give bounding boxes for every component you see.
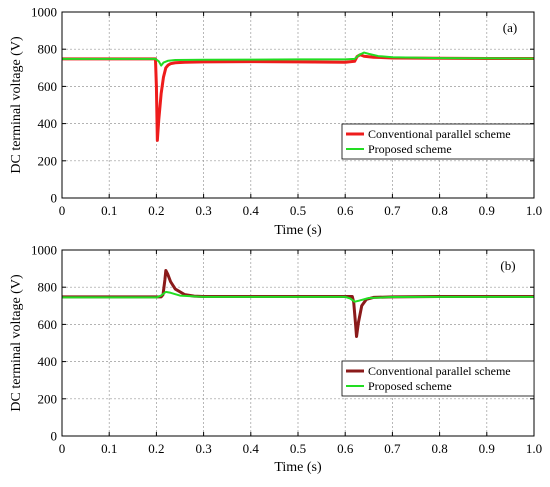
series-line-conventional	[62, 53, 534, 142]
x-tick-label: 0.7	[384, 203, 401, 218]
y-tick-label: 600	[38, 317, 58, 332]
x-tick-label: 0.1	[101, 441, 117, 456]
series-line-proposed	[62, 51, 535, 67]
legend-box	[341, 360, 535, 397]
series-line-proposed	[62, 290, 534, 303]
legend-label-proposed: Proposed scheme	[368, 142, 452, 156]
x-tick-label: 0.3	[195, 441, 211, 456]
x-tick-label: 0.2	[148, 441, 164, 456]
x-tick-label: 0.9	[479, 203, 495, 218]
x-axis-label: Time (s)	[274, 460, 322, 475]
y-tick-label: 800	[38, 280, 58, 295]
x-tick-label: 0.4	[243, 441, 260, 456]
legend-label-conventional: Conventional parallel scheme	[368, 127, 511, 141]
chart-panel-a: 0 0.1 0.2 0.3 0.4 0.5 0.6 0.7 0.8 0.9 1.0 0 200 400 60…	[9, 5, 542, 239]
x-tick-label: 1.0	[526, 203, 542, 218]
y-tick-label: 200	[38, 391, 58, 406]
x-tick-label: 1.0	[526, 441, 542, 456]
x-tick-label: 0.7	[384, 441, 401, 456]
y-tick-label: 1000	[31, 243, 57, 258]
x-tick-label: 0.6	[337, 203, 354, 218]
x-tick-label: 0.2	[148, 203, 164, 218]
x-tick-label: 0.3	[195, 203, 211, 218]
legend-label-proposed: Proposed scheme	[368, 379, 452, 393]
chart-panel-b: 0 0.1 0.2 0.3 0.4 0.5 0.6 0.7 0.8 0.9 1.0 0 200 400 60…	[9, 243, 542, 476]
x-tick-label: 0.9	[479, 441, 495, 456]
x-tick-label: 0	[59, 441, 66, 456]
x-tick-label: 0.8	[431, 441, 447, 456]
x-tick-label: 0.8	[431, 203, 447, 218]
y-tick-label: 1000	[31, 5, 57, 20]
y-axis-label: DC terminal voltage (V)	[9, 274, 24, 412]
y-tick-label: 400	[38, 116, 58, 131]
x-tick-label: 0.6	[337, 441, 354, 456]
legend-label-conventional: Conventional parallel scheme	[368, 364, 511, 378]
y-tick-label: 400	[38, 354, 58, 369]
y-tick-label: 200	[38, 153, 58, 168]
y-tick-label: 0	[51, 429, 58, 444]
x-tick-label: 0.1	[101, 203, 117, 218]
panel-label: (b)	[500, 258, 515, 273]
y-axis-label: DC terminal voltage (V)	[9, 36, 24, 174]
x-axis-label: Time (s)	[274, 223, 322, 238]
y-tick-label: 600	[38, 79, 58, 94]
x-tick-label: 0	[59, 203, 66, 218]
panel-label: (a)	[503, 20, 517, 35]
x-tick-label: 0.4	[243, 203, 260, 218]
x-tick-label: 0.5	[290, 441, 306, 456]
x-tick-label: 0.5	[290, 203, 306, 218]
y-tick-label: 800	[38, 42, 58, 57]
legend-box	[341, 123, 535, 160]
y-tick-label: 0	[51, 191, 58, 206]
